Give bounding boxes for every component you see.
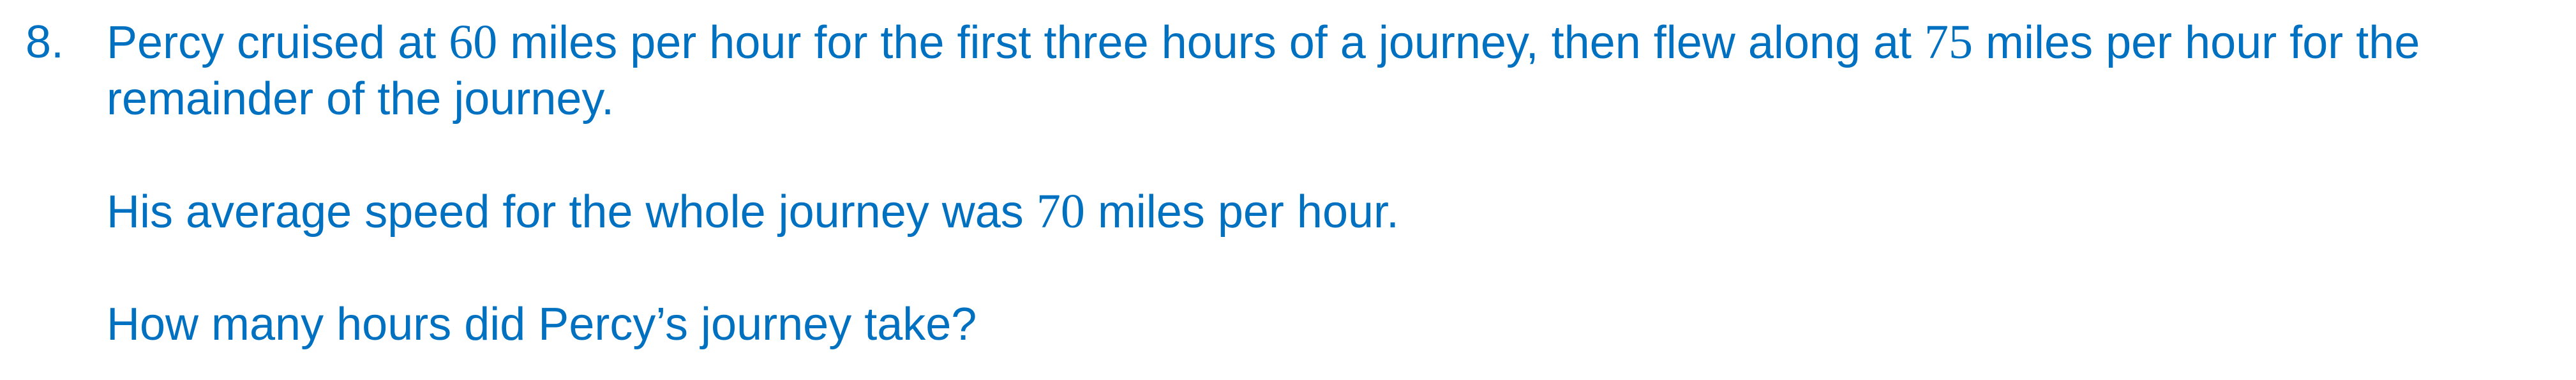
question-paragraph-journey: Percy cruised at 60 miles per hour for t… xyxy=(107,14,2515,127)
question-number: 8. xyxy=(26,17,64,68)
question-paragraph-average: His average speed for the whole journey … xyxy=(107,183,2515,240)
question-prompt: How many hours did Percy’s journey take? xyxy=(107,299,977,350)
journey-text-1: Percy cruised at xyxy=(107,17,449,68)
question-block: 8. Percy cruised at 60 miles per hour fo… xyxy=(26,14,2515,353)
speed-value-60: 60 xyxy=(449,15,498,69)
journey-text-3: miles per hour for the remainder of the … xyxy=(107,17,2420,125)
average-text-2: miles per hour. xyxy=(1084,186,1400,238)
speed-value-75: 75 xyxy=(1924,15,1973,69)
question-paragraph-prompt: How many hours did Percy’s journey take? xyxy=(107,296,2515,353)
average-text-1: His average speed for the whole journey … xyxy=(107,186,1037,238)
journey-text-2: miles per hour for the first three hours… xyxy=(497,17,1925,68)
average-speed-value: 70 xyxy=(1036,185,1085,238)
question-body: Percy cruised at 60 miles per hour for t… xyxy=(107,14,2515,353)
